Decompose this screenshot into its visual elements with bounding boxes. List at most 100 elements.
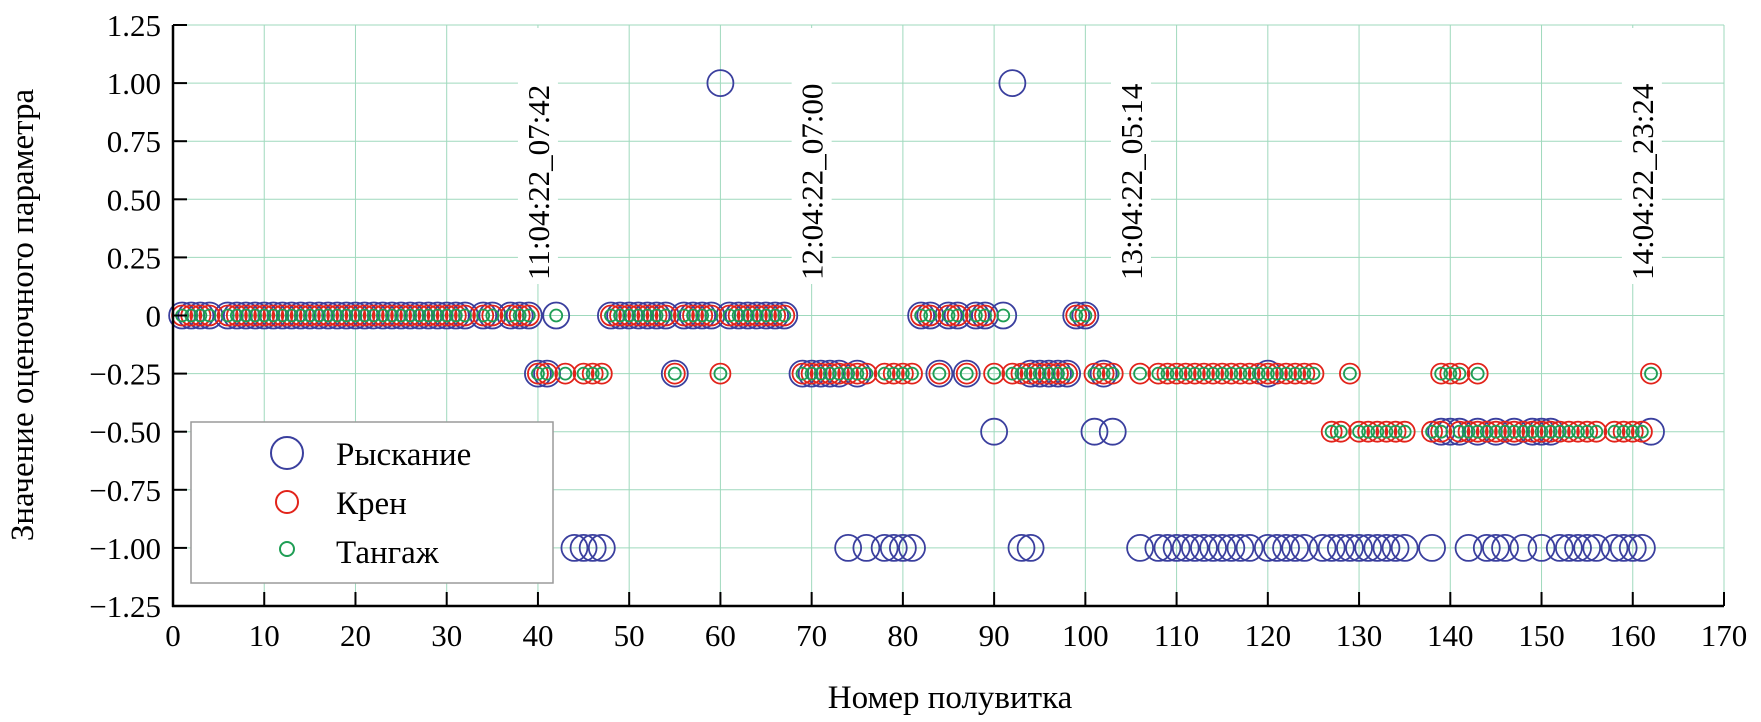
legend-item-roll: Крен xyxy=(275,486,407,522)
x-tick-label: 80 xyxy=(887,618,918,653)
point-pitch xyxy=(1023,366,1038,381)
point-pitch xyxy=(321,308,336,323)
point-pitch xyxy=(804,366,819,381)
point-pitch xyxy=(722,308,737,323)
x-tick-label: 50 xyxy=(614,618,645,653)
point-roll xyxy=(1521,420,1544,443)
point-roll xyxy=(1576,420,1599,443)
point-pitch xyxy=(1333,424,1348,439)
point-pitch xyxy=(886,366,901,381)
series-pitch xyxy=(175,308,1658,439)
point-pitch xyxy=(968,308,983,323)
legend-label-yaw: Рыскание xyxy=(336,437,471,473)
x-tick-label: 90 xyxy=(979,618,1010,653)
point-pitch xyxy=(759,308,773,323)
point-yaw xyxy=(1235,534,1264,562)
x-tick-label: 120 xyxy=(1245,618,1292,653)
point-roll xyxy=(253,304,276,327)
point-pitch xyxy=(822,366,837,381)
point-roll xyxy=(809,362,832,385)
point-pitch xyxy=(1242,366,1257,381)
point-roll xyxy=(1165,362,1188,385)
point-roll xyxy=(444,304,467,327)
point-yaw xyxy=(1290,534,1319,562)
y-tick-label: 0.50 xyxy=(107,182,161,217)
point-roll xyxy=(1585,420,1608,443)
point-pitch xyxy=(330,308,345,323)
point-pitch xyxy=(1489,424,1503,439)
point-roll xyxy=(371,304,394,327)
point-roll xyxy=(1466,362,1489,385)
point-pitch xyxy=(658,308,673,323)
point-pitch xyxy=(777,308,792,323)
point-roll xyxy=(536,362,558,385)
point-roll xyxy=(1466,420,1489,443)
point-roll xyxy=(417,304,440,327)
point-yaw xyxy=(1263,534,1291,562)
point-pitch xyxy=(859,366,874,381)
x-tick-label: 70 xyxy=(796,618,827,653)
point-roll xyxy=(946,304,969,327)
point-roll xyxy=(1558,420,1580,443)
point-roll xyxy=(1630,420,1653,443)
point-pitch xyxy=(229,308,244,323)
point-roll xyxy=(1384,420,1407,443)
y-tick-label: −1.00 xyxy=(89,531,161,566)
x-tick-label: 170 xyxy=(1701,618,1748,653)
point-yaw xyxy=(1545,534,1574,562)
point-pitch xyxy=(1461,424,1476,439)
point-roll xyxy=(1193,362,1215,385)
x-tick-label: 150 xyxy=(1518,618,1565,653)
annotation-label: 14:04:22_23:24 xyxy=(1625,83,1660,280)
point-pitch xyxy=(1443,366,1458,381)
point-roll xyxy=(618,304,641,327)
point-pitch xyxy=(914,308,929,323)
point-pitch xyxy=(302,308,317,323)
x-tick-label: 0 xyxy=(165,618,181,653)
point-pitch xyxy=(1470,366,1485,381)
point-roll xyxy=(554,362,577,385)
point-pitch xyxy=(1105,366,1120,381)
point-pitch xyxy=(585,366,600,381)
point-pitch xyxy=(1370,424,1385,439)
point-yaw xyxy=(1126,534,1154,562)
point-roll xyxy=(1393,420,1416,443)
point-yaw xyxy=(1253,534,1282,562)
point-roll xyxy=(1229,362,1252,385)
point-pitch xyxy=(1343,366,1357,381)
point-pitch xyxy=(1251,366,1266,381)
point-pitch xyxy=(375,308,390,323)
point-pitch xyxy=(631,308,646,323)
point-pitch xyxy=(1470,424,1485,439)
point-roll xyxy=(964,304,987,327)
point-roll xyxy=(189,304,212,327)
point-pitch xyxy=(1133,366,1147,381)
point-roll xyxy=(1339,362,1361,385)
point-pitch xyxy=(202,308,217,323)
point-pitch xyxy=(1151,366,1166,381)
point-yaw xyxy=(587,534,616,562)
point-roll xyxy=(1357,420,1380,443)
point-pitch xyxy=(877,366,892,381)
point-roll xyxy=(1320,420,1343,443)
point-pitch xyxy=(850,366,865,381)
y-axis-title: Значение оценочного параметра xyxy=(5,89,41,542)
point-pitch xyxy=(521,308,536,323)
point-pitch xyxy=(248,308,263,323)
point-roll xyxy=(773,304,796,327)
point-pitch xyxy=(1388,424,1403,439)
point-yaw xyxy=(1418,534,1446,562)
point-yaw xyxy=(1281,534,1310,562)
point-roll xyxy=(828,362,850,385)
point-yaw xyxy=(1199,534,1227,562)
point-pitch xyxy=(987,366,1002,381)
point-pitch xyxy=(293,308,308,323)
point-pitch xyxy=(439,308,454,323)
point-yaw xyxy=(1381,534,1410,562)
point-pitch xyxy=(1206,366,1220,381)
point-roll xyxy=(1019,362,1042,385)
point-roll xyxy=(691,304,714,327)
point-roll xyxy=(308,304,330,327)
y-tick-label: −0.75 xyxy=(89,473,161,508)
point-roll xyxy=(746,304,768,327)
